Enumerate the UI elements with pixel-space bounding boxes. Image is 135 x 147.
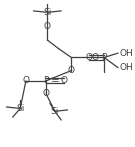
Text: =: =: [92, 52, 101, 62]
Text: P: P: [43, 76, 49, 85]
Text: O: O: [68, 66, 75, 75]
Text: Si: Si: [16, 104, 24, 113]
Text: OH: OH: [119, 49, 133, 58]
Text: P: P: [101, 53, 107, 62]
Text: OH: OH: [119, 63, 133, 72]
Text: O: O: [60, 76, 67, 85]
Text: O: O: [43, 89, 50, 98]
Text: Si: Si: [51, 107, 59, 116]
Text: O: O: [22, 76, 29, 85]
Text: O: O: [92, 53, 99, 62]
Text: =: =: [51, 76, 59, 86]
Text: Si: Si: [43, 8, 52, 17]
Text: O: O: [44, 22, 51, 31]
Text: O: O: [85, 53, 92, 62]
